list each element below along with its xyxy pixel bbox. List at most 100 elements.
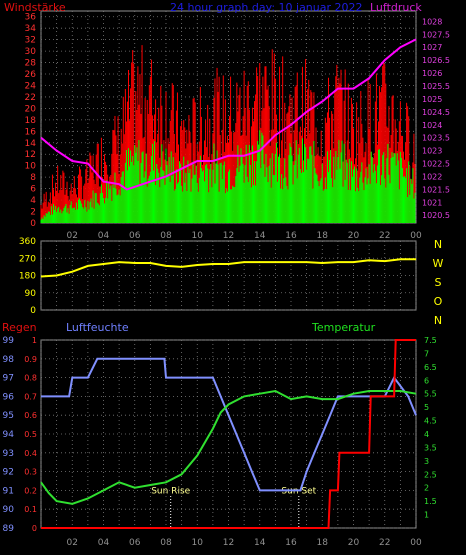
temperature-y-tick: 3.5 bbox=[424, 443, 437, 452]
humidity-axis-label: Luftfeuchte bbox=[66, 321, 129, 334]
wind-y-tick: 0 bbox=[30, 219, 36, 229]
pressure-line bbox=[40, 38, 417, 191]
temperature-y-tick: 6.5 bbox=[424, 363, 437, 372]
compass-label: O bbox=[434, 295, 443, 308]
temperature-y-tick: 5 bbox=[424, 403, 429, 412]
sun-label: Sun Rise bbox=[151, 486, 190, 496]
x-tick-label: 04 bbox=[98, 231, 110, 241]
pressure-y-tick: 1025.5 bbox=[422, 82, 450, 91]
direction-y-ticks: 0 90 180 270 360 bbox=[19, 237, 36, 316]
humidity-y-tick: 90 bbox=[3, 505, 15, 515]
pressure-y-tick: 1027 bbox=[422, 43, 442, 52]
direction-y-tick: 0 bbox=[30, 306, 36, 316]
pressure-y-tick: 1022.5 bbox=[422, 160, 450, 169]
wind-y-tick: 4 bbox=[30, 196, 36, 206]
pressure-y-tick: 1026 bbox=[422, 69, 442, 78]
rain-y-tick: 0.8 bbox=[24, 374, 37, 383]
x-tick-label: 16 bbox=[285, 538, 297, 548]
pressure-y-tick: 1028 bbox=[422, 17, 442, 26]
humidity-y-tick: 94 bbox=[3, 430, 15, 440]
temperature-y-tick: 2 bbox=[424, 484, 429, 493]
pressure-y-tick: 1020.5 bbox=[422, 211, 450, 220]
x-tick-label: 06 bbox=[129, 231, 141, 241]
pressure-y-tick: 1023.5 bbox=[422, 134, 450, 143]
direction-grid bbox=[40, 240, 417, 311]
humidity-y-tick: 91 bbox=[3, 486, 14, 496]
x-tick-label: 14 bbox=[254, 231, 266, 241]
pressure-y-tick: 1024 bbox=[422, 121, 442, 130]
rain-y-tick: 0 bbox=[32, 524, 37, 533]
rain-y-tick: 0.5 bbox=[24, 430, 37, 439]
direction-y-tick: 360 bbox=[19, 237, 36, 247]
wind-mean-bars bbox=[40, 130, 416, 223]
humidity-y-tick: 98 bbox=[3, 355, 15, 365]
rain-y-tick: 0.3 bbox=[24, 468, 37, 477]
temperature-y-tick: 1.5 bbox=[424, 497, 437, 506]
humidity-y-tick: 99 bbox=[3, 336, 15, 346]
humidity-y-tick: 96 bbox=[3, 392, 15, 402]
x-tick-label: 22 bbox=[379, 231, 390, 241]
x-tick-label: 22 bbox=[379, 538, 390, 548]
temperature-y-tick: 7.5 bbox=[424, 336, 437, 345]
temperature-y-tick: 4 bbox=[424, 430, 429, 439]
wind-y-tick: 20 bbox=[25, 104, 37, 114]
x-tick-label: 12 bbox=[223, 538, 234, 548]
compass-label: N bbox=[434, 238, 442, 251]
direction-y-tick: 180 bbox=[19, 272, 36, 282]
pressure-y-tick: 1027.5 bbox=[422, 30, 450, 39]
wind-y-tick: 6 bbox=[30, 185, 36, 195]
x-tick-label: 08 bbox=[160, 538, 172, 548]
wind-y-tick: 10 bbox=[25, 162, 37, 172]
temperature-y-ticks: 1 1.5 2 2.5 3 3.5 4 4.5 5 5.5 6 6.5 7 7.5 bbox=[424, 336, 437, 520]
humidity-y-ticks: 89 90 91 92 93 94 95 96 97 98 99 bbox=[3, 336, 15, 534]
x-tick-label: 00 bbox=[410, 538, 422, 548]
rain-y-tick: 0.2 bbox=[24, 486, 37, 495]
temperature-y-tick: 3 bbox=[424, 457, 429, 466]
pressure-y-tick: 1026.5 bbox=[422, 56, 450, 65]
x-tick-label: 20 bbox=[348, 231, 360, 241]
humidity-y-tick: 89 bbox=[3, 524, 15, 534]
wind-y-tick: 30 bbox=[25, 47, 37, 57]
x-tick-label: 14 bbox=[254, 538, 266, 548]
wind-y-tick: 12 bbox=[25, 150, 36, 160]
x-tick-label: 20 bbox=[348, 538, 360, 548]
rain-line bbox=[41, 339, 416, 529]
wind-x-ticks: 02 04 06 08 10 12 14 16 18 20 22 00 bbox=[67, 231, 422, 241]
temperature-y-tick: 1 bbox=[424, 511, 429, 520]
x-tick-label: 16 bbox=[285, 231, 297, 241]
rain-y-tick: 1 bbox=[32, 336, 37, 345]
x-tick-label: 06 bbox=[129, 538, 141, 548]
wind-y-tick: 18 bbox=[25, 116, 37, 126]
climate-x-ticks: 02 04 06 08 10 12 14 16 18 20 22 00 bbox=[67, 538, 422, 548]
x-tick-label: 02 bbox=[67, 231, 78, 241]
humidity-y-tick: 95 bbox=[3, 411, 14, 421]
temperature-axis-label: Temperatur bbox=[311, 321, 376, 334]
rain-axis-label: Regen bbox=[2, 321, 37, 334]
x-tick-label: 08 bbox=[160, 231, 172, 241]
wind-y-tick: 14 bbox=[25, 139, 37, 149]
wind-axis-label: Windstärke bbox=[4, 1, 66, 14]
x-tick-label: 18 bbox=[317, 231, 329, 241]
rain-y-tick: 0.7 bbox=[24, 392, 37, 401]
wind-y-tick: 36 bbox=[25, 13, 37, 23]
x-tick-label: 00 bbox=[410, 231, 422, 241]
x-tick-label: 12 bbox=[223, 231, 234, 241]
direction-y-tick: 270 bbox=[19, 254, 36, 264]
wind-y-tick: 2 bbox=[30, 208, 36, 218]
x-tick-label: 10 bbox=[192, 231, 204, 241]
pressure-y-tick: 1024.5 bbox=[422, 108, 450, 117]
rain-y-ticks: 0 0.1 0.2 0.3 0.4 0.5 0.6 0.7 0.8 0.9 1 bbox=[24, 336, 37, 533]
pressure-axis-label: Luftdruck bbox=[370, 1, 422, 14]
temperature-line bbox=[40, 389, 417, 505]
temperature-y-tick: 4.5 bbox=[424, 417, 437, 426]
rain-y-tick: 0.6 bbox=[24, 411, 37, 420]
x-tick-label: 02 bbox=[67, 538, 78, 548]
wind-direction-line bbox=[40, 258, 416, 278]
wind-y-tick: 26 bbox=[25, 70, 37, 80]
